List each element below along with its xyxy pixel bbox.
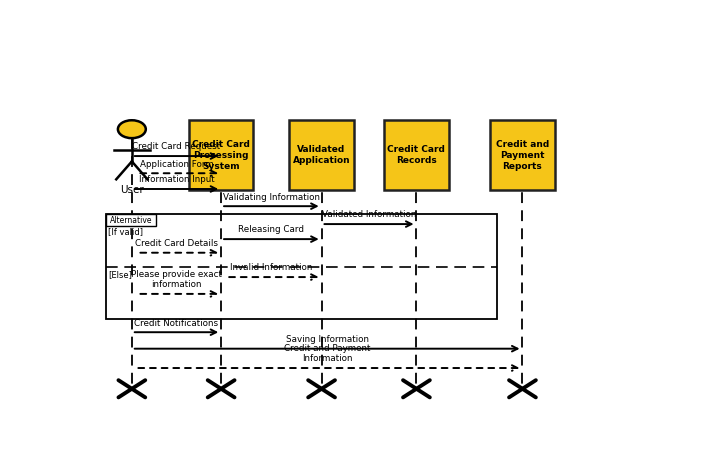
Text: [Else]: [Else] <box>108 270 132 279</box>
Text: Credit Card Details: Credit Card Details <box>135 239 218 248</box>
Bar <box>106 214 156 226</box>
Text: Saving Information: Saving Information <box>286 335 369 344</box>
Text: Releasing Card: Releasing Card <box>238 226 305 234</box>
Text: Credit and
Payment
Reports: Credit and Payment Reports <box>496 140 549 171</box>
Text: Application Form: Application Form <box>140 159 213 169</box>
Text: Alternative: Alternative <box>109 216 152 225</box>
FancyBboxPatch shape <box>289 120 354 190</box>
Text: Invalid Information: Invalid Information <box>230 263 312 272</box>
Text: Credit Card
Processing
System: Credit Card Processing System <box>192 140 250 171</box>
Text: Please provide exact
information: Please provide exact information <box>131 270 222 289</box>
Text: Information Input: Information Input <box>139 175 215 184</box>
FancyBboxPatch shape <box>384 120 449 190</box>
Text: Validated Information: Validated Information <box>322 211 416 219</box>
Text: User: User <box>120 185 144 195</box>
Text: Credit Card Request: Credit Card Request <box>132 142 220 152</box>
FancyBboxPatch shape <box>189 120 253 190</box>
Text: Validated
Application: Validated Application <box>293 145 351 165</box>
Text: Credit and Payment
Information: Credit and Payment Information <box>284 344 370 363</box>
Text: Validating Information: Validating Information <box>223 193 320 201</box>
Circle shape <box>118 120 145 138</box>
Text: Credit Card
Records: Credit Card Records <box>387 145 446 165</box>
Bar <box>106 214 498 319</box>
Text: [If valid]: [If valid] <box>108 227 143 236</box>
Text: Credit Notifications: Credit Notifications <box>135 319 219 327</box>
FancyBboxPatch shape <box>490 120 554 190</box>
